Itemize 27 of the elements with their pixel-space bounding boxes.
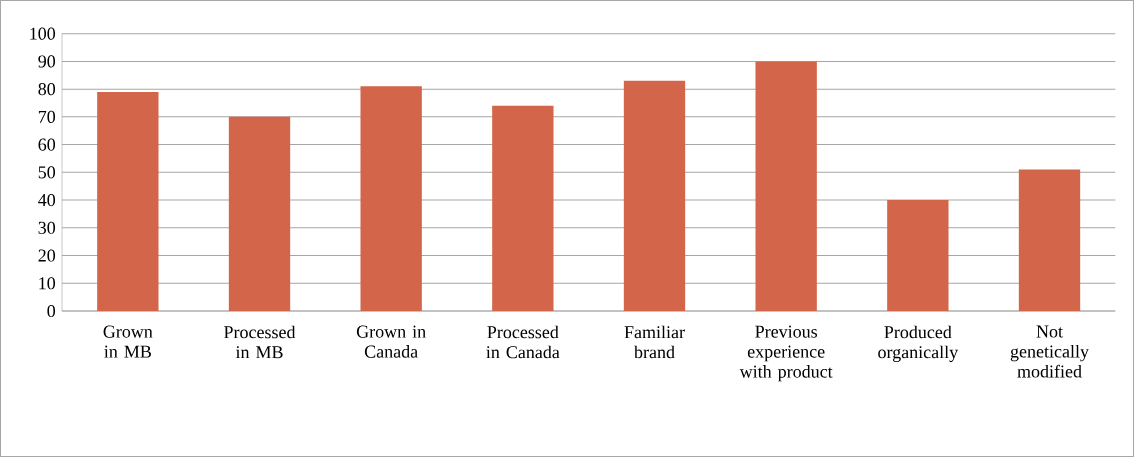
x-tick-label: Produced organically — [878, 325, 959, 362]
bar — [492, 105, 554, 311]
y-tick-label: 50 — [38, 166, 56, 179]
y-tick-label: 70 — [38, 110, 56, 123]
bar — [887, 200, 949, 311]
bar — [623, 80, 686, 311]
y-tick-label: 100 — [30, 27, 56, 40]
y-tick-label: 30 — [38, 221, 56, 234]
y-tick-label: 40 — [38, 193, 56, 207]
y-tick-label: 60 — [38, 138, 56, 151]
x-tick-label: Processed in MB — [224, 325, 296, 359]
y-tick-label: 80 — [38, 83, 56, 96]
bar — [97, 91, 159, 311]
bar — [228, 116, 291, 311]
y-tick-label: 10 — [39, 277, 56, 290]
y-tick-label: 90 — [38, 55, 56, 68]
x-tick-label: Previous experience with product — [739, 325, 833, 382]
x-tick-label: Processed in Canada — [486, 325, 560, 359]
x-tick-label: Not genetically modified — [1010, 325, 1089, 378]
bar — [360, 86, 422, 311]
bar — [1018, 169, 1081, 311]
x-tick-label: Familiar brand — [624, 325, 685, 359]
x-tick-label: Grown in Canada — [356, 325, 426, 358]
y-tick-label: 0 — [47, 304, 56, 318]
y-tick-label: 20 — [38, 249, 56, 262]
x-tick-label: Grown in MB — [103, 325, 153, 358]
bar — [755, 61, 817, 311]
